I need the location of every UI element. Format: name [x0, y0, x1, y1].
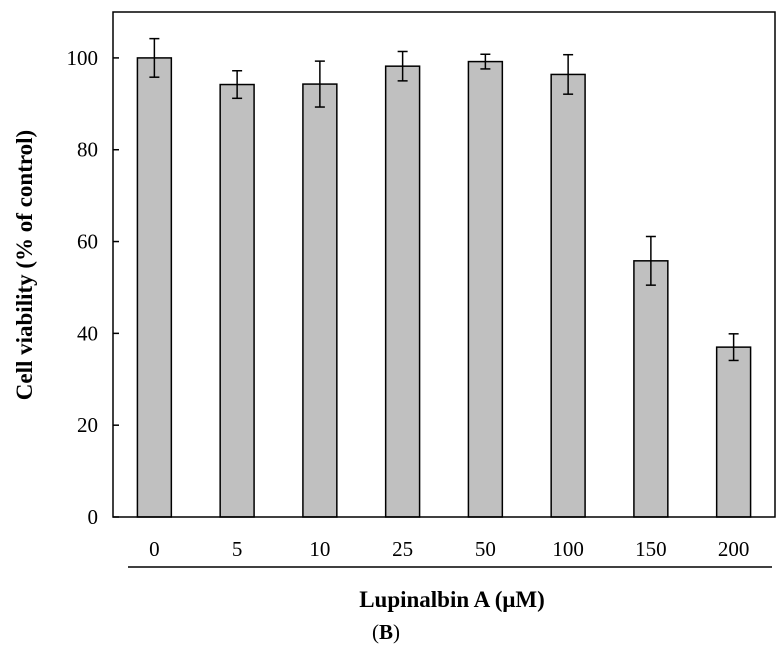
x-tick-label: 200 — [718, 537, 750, 561]
y-tick-label: 100 — [67, 46, 99, 70]
x-tick-label: 0 — [149, 537, 160, 561]
x-tick-label: 150 — [635, 537, 667, 561]
y-tick-label: 60 — [77, 230, 98, 254]
panel-label: (B) — [372, 620, 400, 644]
panel-label-open: ( — [372, 620, 379, 644]
plot-frame — [112, 11, 776, 518]
x-tick-label: 100 — [552, 537, 584, 561]
bar — [136, 57, 173, 518]
panel-label-letter: B — [379, 620, 393, 644]
bar — [550, 73, 586, 518]
y-tick-label: 80 — [77, 138, 98, 162]
panel-label-close: ) — [393, 620, 400, 644]
y-tick-label: 40 — [77, 321, 98, 345]
x-axis-title: Lupinalbin A (μM) — [359, 587, 545, 612]
x-tick-label: 10 — [309, 537, 330, 561]
error-bars-group — [149, 37, 739, 362]
y-tick-label: 20 — [77, 413, 98, 437]
x-axis-tick-labels: 0 5 10 25 50 100 150 200 — [149, 537, 749, 561]
x-tick-label: 25 — [392, 537, 413, 561]
bar — [384, 65, 421, 518]
y-axis-ticks: 0 20 40 60 80 100 — [67, 46, 119, 529]
y-tick-label: 0 — [88, 505, 99, 529]
y-axis-title: Cell viability (% of control) — [12, 130, 37, 400]
x-tick-label: 50 — [475, 537, 496, 561]
bar — [633, 260, 669, 518]
bar — [302, 83, 338, 518]
bar — [715, 346, 752, 518]
bars-group — [136, 57, 752, 518]
bar — [219, 83, 255, 518]
x-tick-label: 5 — [232, 537, 243, 561]
bar — [467, 60, 504, 518]
